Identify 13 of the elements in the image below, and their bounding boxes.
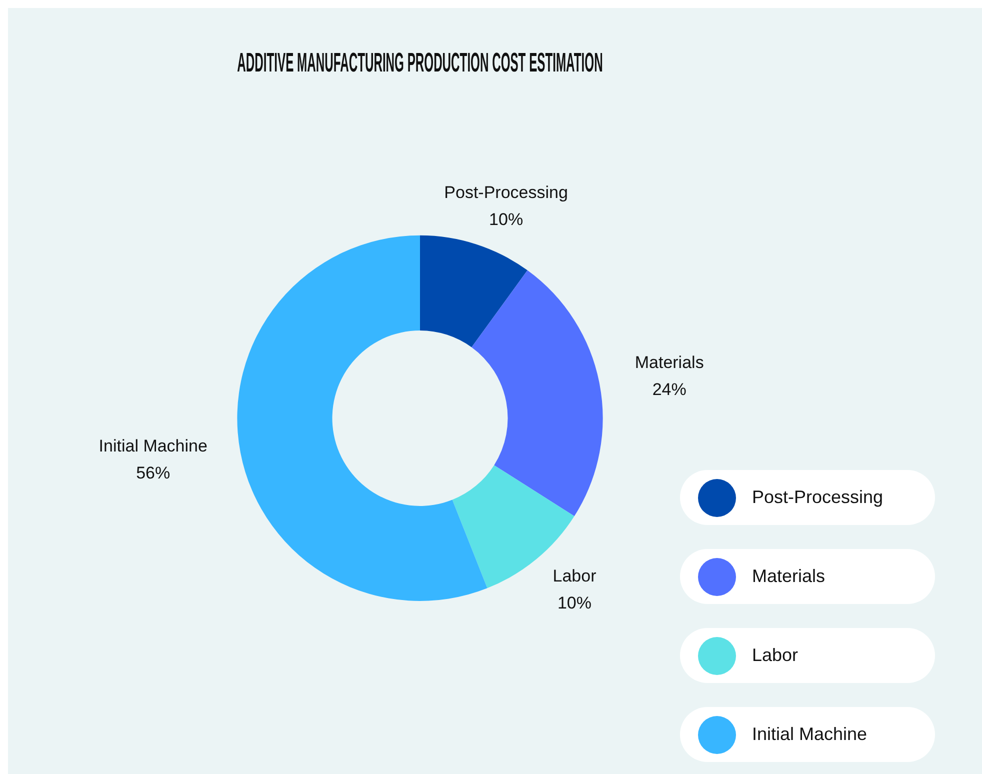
data-label: 56% (136, 464, 170, 483)
slice-label: Labor (552, 566, 597, 586)
data-label: 10% (557, 594, 592, 613)
slice-label: Materials (634, 353, 704, 372)
slice-label: Post-Processing (444, 182, 568, 202)
data-label: 24% (652, 380, 686, 400)
legend-label: Materials (752, 566, 826, 587)
legend-label: Labor (752, 645, 798, 666)
slice-label: Initial Machine (98, 436, 208, 456)
chart-title: ADDITIVE MANUFACTURING PRODUCTION COST ESTIMATION (237, 48, 603, 78)
legend-label: Initial Machine (752, 724, 868, 745)
data-label: 10% (489, 210, 524, 229)
legend-label: Post-Processing (752, 487, 884, 508)
